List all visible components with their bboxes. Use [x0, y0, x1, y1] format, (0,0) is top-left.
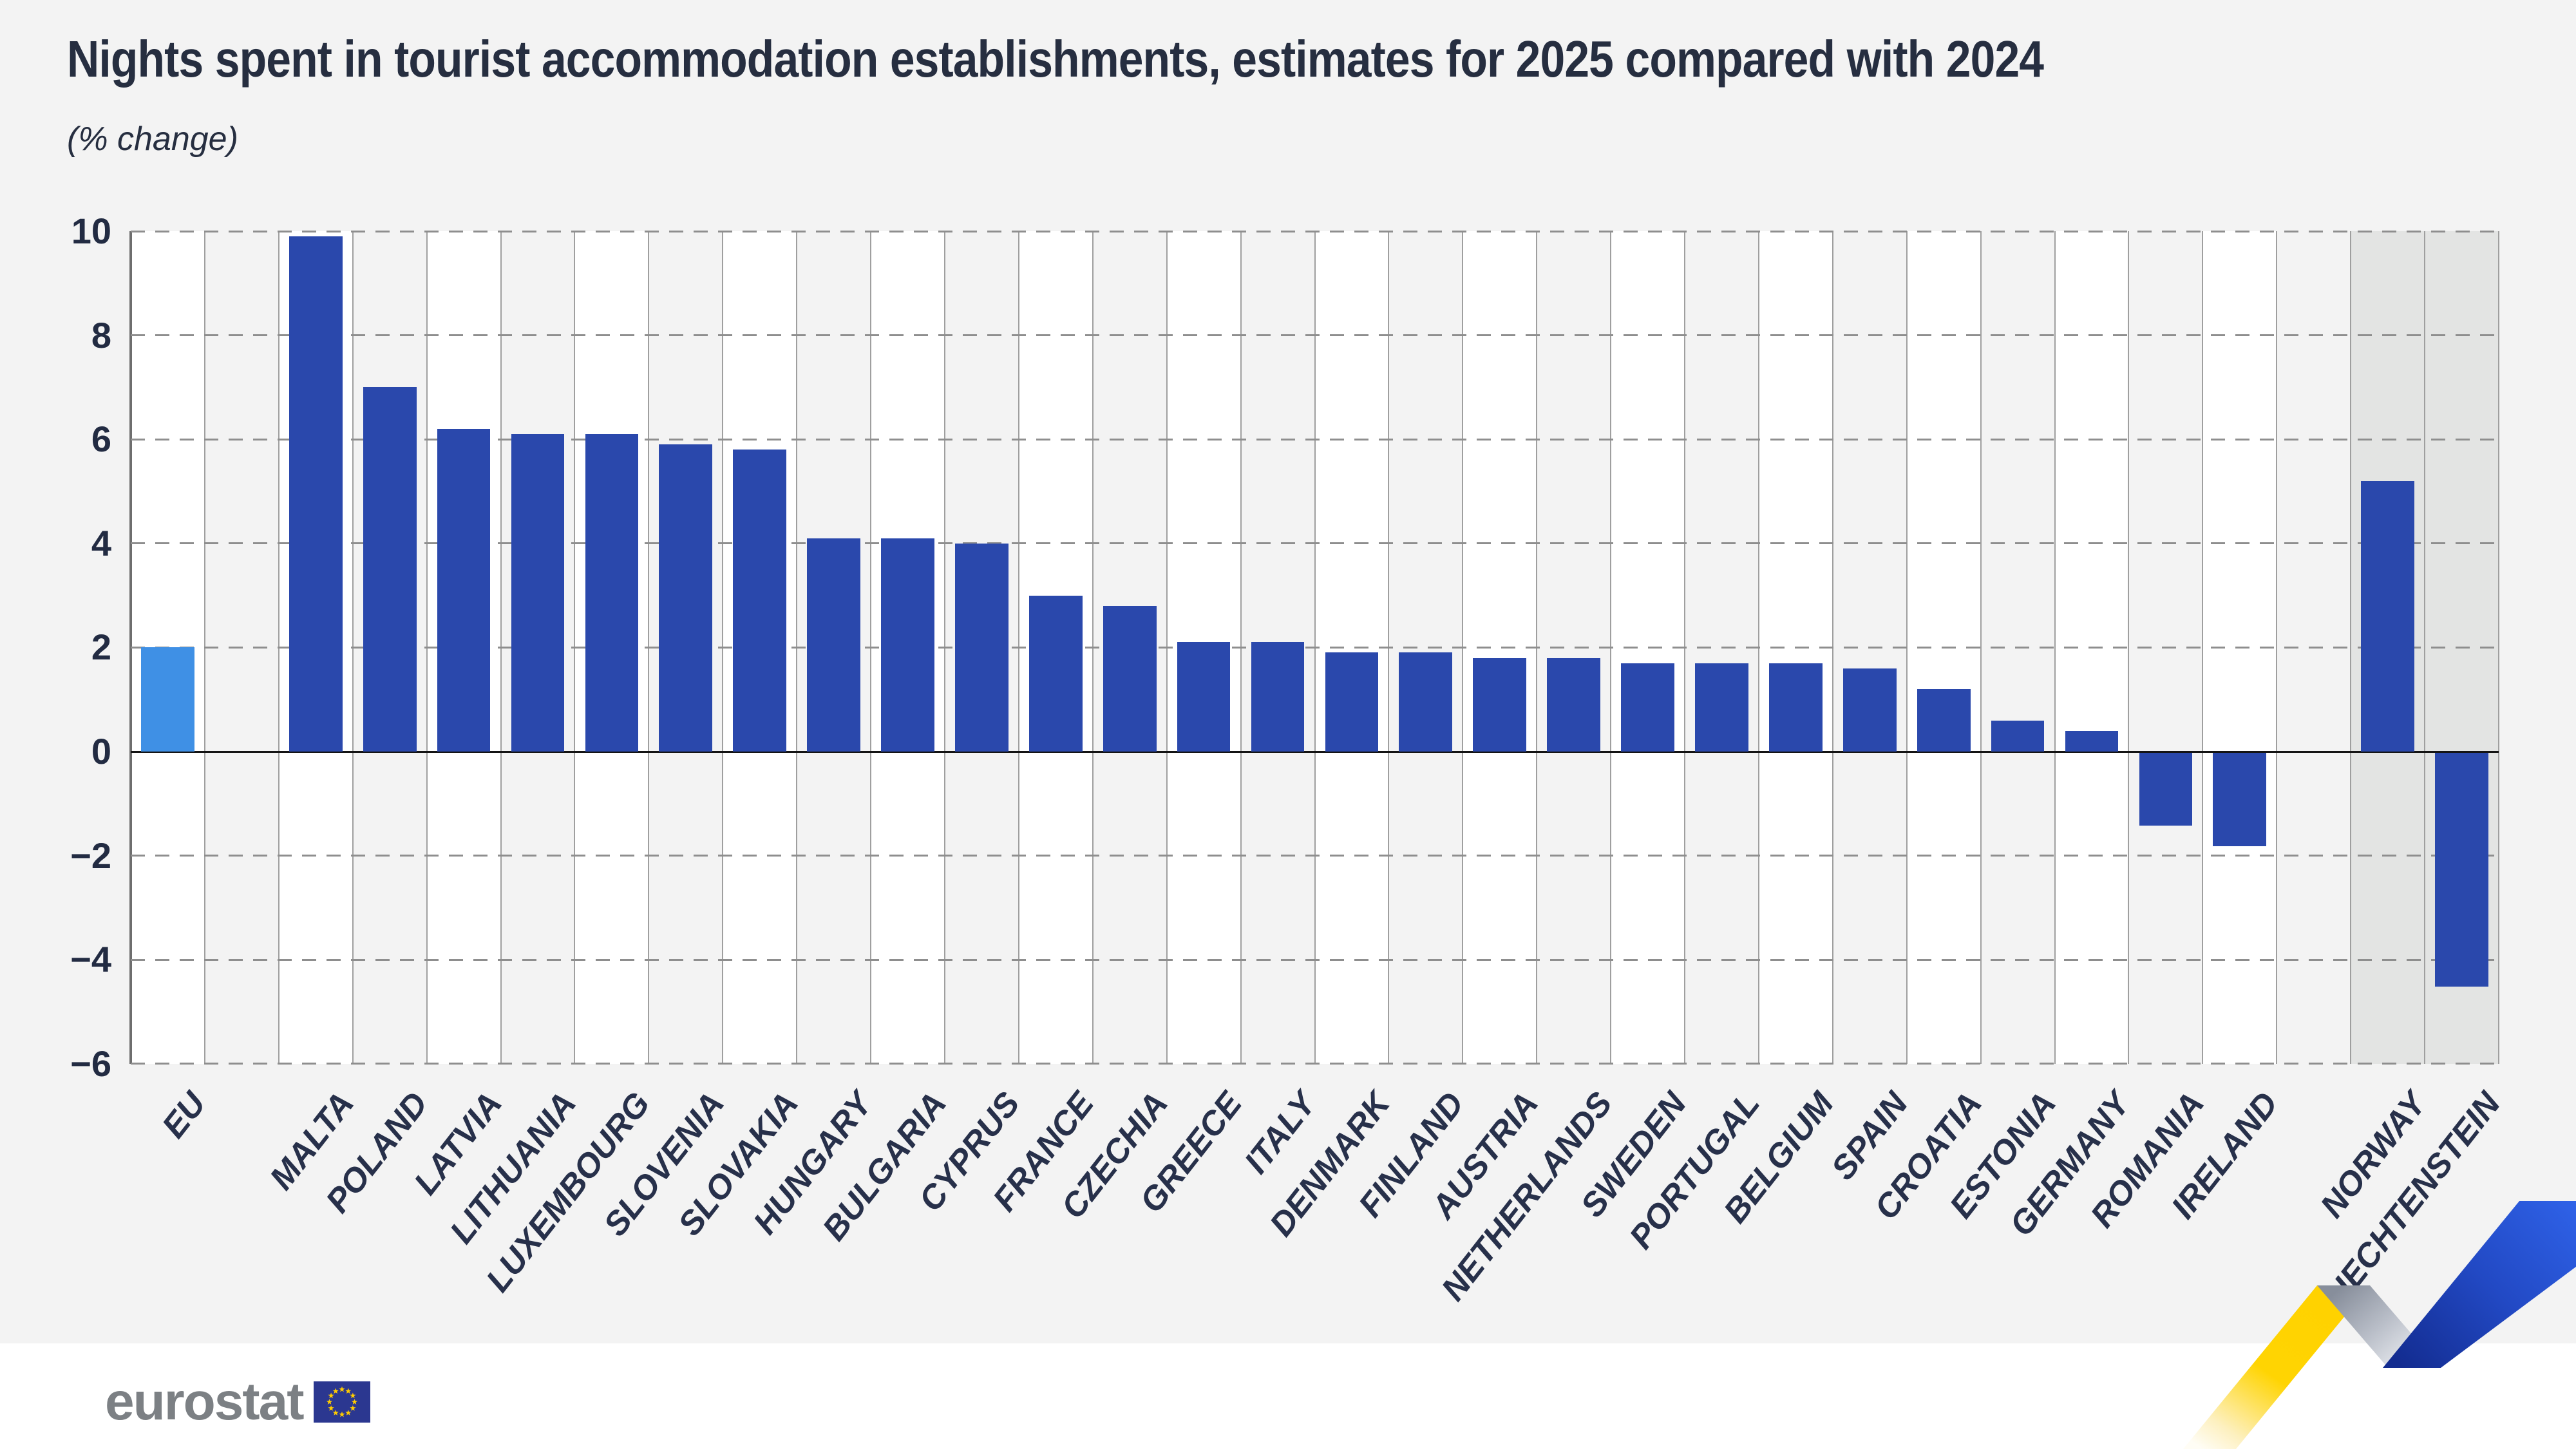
column-separator-line	[2498, 231, 2499, 1064]
bar-lithuania	[511, 434, 565, 752]
bar-spain	[1842, 668, 1897, 752]
eu-flag-star	[328, 1405, 334, 1411]
eu-flag-star	[338, 1386, 345, 1392]
bar-denmark	[1325, 652, 1379, 752]
bar-belgium	[1769, 663, 1823, 752]
bar-sweden	[1621, 663, 1674, 752]
bar-eu	[141, 647, 194, 752]
bar-france	[1028, 595, 1083, 752]
y-tick-label-0: 0	[91, 731, 111, 772]
y-tick-label--6: −6	[70, 1043, 111, 1084]
bar-liechtenstein	[2435, 752, 2488, 987]
eu-flag-star	[332, 1388, 339, 1394]
gridline--2	[131, 855, 2499, 857]
gridline--4	[131, 958, 2499, 961]
bar-malta	[289, 236, 343, 752]
chart-title: Nights spent in tourist accommodation es…	[67, 30, 2044, 88]
bar-finland	[1399, 652, 1453, 752]
gridline-8	[131, 334, 2499, 337]
eu-flag-star	[349, 1392, 355, 1399]
bar-netherlands	[1547, 658, 1601, 752]
bar-greece	[1177, 642, 1231, 752]
eu-flag-stars	[326, 1386, 357, 1417]
y-tick-label-4: 4	[91, 522, 111, 564]
footer-band	[0, 1343, 2576, 1449]
bar-bulgaria	[881, 538, 934, 752]
bar-slovenia	[659, 444, 713, 752]
gridline-6	[131, 438, 2499, 440]
eurostat-logo-text: eurostat	[105, 1372, 305, 1431]
chart-subtitle: (% change)	[67, 120, 238, 158]
y-tick-label-10: 10	[71, 211, 111, 251]
eu-flag-star	[345, 1388, 351, 1394]
gridline-2	[131, 646, 2499, 649]
gridline--6	[131, 1063, 2499, 1065]
y-tick-label-2: 2	[91, 627, 111, 668]
bar-italy	[1251, 642, 1305, 752]
eu-flag-star	[338, 1411, 345, 1417]
bar-estonia	[1991, 720, 2045, 752]
y-tick-label-6: 6	[91, 419, 111, 460]
bar-luxembourg	[585, 434, 639, 752]
y-tick-label--2: −2	[70, 835, 111, 876]
bar-portugal	[1695, 663, 1748, 752]
bar-czechia	[1103, 605, 1157, 752]
eu-flag-star	[345, 1410, 351, 1416]
eurostat-logo: eurostat	[105, 1376, 370, 1428]
bar-romania	[2139, 752, 2193, 826]
bar-latvia	[437, 429, 491, 752]
bar-ireland	[2213, 752, 2267, 846]
bar-germany	[2065, 730, 2119, 752]
eu-flag-star	[332, 1410, 339, 1416]
eu-flag-star	[326, 1399, 332, 1405]
eu-flag-star	[349, 1405, 355, 1411]
gridline-10	[131, 230, 2499, 232]
bar-slovakia	[733, 450, 787, 752]
bar-hungary	[807, 538, 860, 752]
bar-poland	[363, 387, 417, 752]
y-tick-label-8: 8	[91, 314, 111, 355]
bar-croatia	[1917, 689, 1971, 752]
eu-flag-star	[351, 1399, 357, 1405]
eu-flag-icon	[313, 1381, 370, 1423]
gridline-4	[131, 542, 2499, 545]
eu-flag-star	[328, 1392, 334, 1399]
bar-cyprus	[955, 543, 1009, 752]
y-tick-label--4: −4	[70, 939, 111, 980]
bar-austria	[1473, 658, 1527, 752]
bar-norway	[2361, 480, 2414, 752]
zero-line	[131, 750, 2499, 753]
